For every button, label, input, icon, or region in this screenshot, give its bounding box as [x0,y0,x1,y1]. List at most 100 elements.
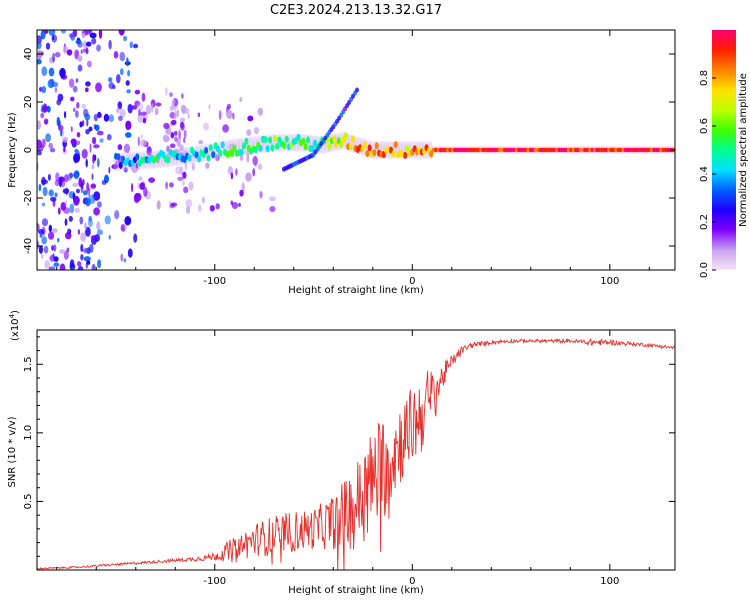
snr-scale-prefix: (x10 [10,318,21,341]
spectrogram-noise-blob [118,115,123,122]
spectrogram-noise-blob [68,215,73,222]
spectrogram-noise-blob [89,32,97,39]
spectrogram-trace-cell [391,150,396,158]
spectrogram-panel: -100 0 100 -40 -20 0 20 40 Height of straight l… [7,29,676,296]
snr-xtick-label: 100 [600,576,619,587]
spectrogram-noise-blob [116,107,120,114]
spectrogram-noise-blob [65,199,68,207]
spectrogram-noise-blob [85,41,92,47]
spectrogram-noise-blob [80,244,84,252]
spectrogram-ytick-label: -40 [23,238,34,254]
spectrogram-trace-cell [367,144,372,152]
spectrogram-noise-blob [76,102,80,109]
spectrogram-trace-cell [303,143,308,151]
spectrogram-noise-blob [177,176,184,181]
spectrogram-noise-blob [77,261,82,267]
spectrogram-ytick-label: 20 [23,96,34,109]
spectrogram-noise-blob [92,154,95,164]
spectrogram-noise-blob [63,146,66,153]
spectrogram-noise-blob [112,84,116,90]
spectrogram-trace-cell [263,136,268,143]
spectrogram-noise-blob [57,93,64,102]
spectrogram-noise-blob [52,35,55,41]
spectrogram-noise-blob [138,176,143,182]
spectrogram-noise-blob [97,158,100,168]
spectrogram-noise-blob [98,113,102,118]
spectrogram-noise-blob [209,205,215,212]
colorbar-strip [712,30,736,270]
colorbar-tick-label: 0.0 [699,262,710,278]
spectrogram-noise-blob [174,130,178,136]
spectrogram-noise-blob [52,52,56,63]
spectrogram-noise-blob [108,39,112,50]
spectrogram-trace-cell [348,143,353,151]
spectrogram-noise-blob [37,150,42,156]
spectrogram-trace-cell [393,141,398,149]
spectrogram-trace-cell [166,156,171,164]
spectrogram-trace-cell [275,142,280,150]
spectrogram-noise-blob [77,64,83,72]
spectrogram-noise-blob [184,162,188,171]
spectrogram-noise-blob [201,196,205,204]
spectrogram-noise-blob [257,107,264,116]
spectrogram-noise-blob [169,143,176,148]
spectrogram-noise-blob [48,30,56,36]
spectrogram-noise-blob [80,49,83,54]
spectrogram-noise-blob [88,218,93,228]
spectrogram-noise-blob [172,99,175,108]
spectrogram-noise-blob [134,89,141,95]
spectrogram-noise-blob [79,216,84,225]
spectrogram-trace-cell [429,150,434,158]
spectrogram-noise-blob [77,151,81,159]
spectrogram-noise-blob [39,86,43,92]
spectrogram-noise-blob [136,102,144,112]
spectrogram-noise-blob [156,200,161,210]
spectrogram-noise-blob [77,55,83,62]
snr-xtick-label: -100 [203,576,226,587]
spectrogram-noise-blob [114,160,120,169]
spectrogram-trace-cell [374,142,379,150]
spectrogram-noise-blob [80,183,84,194]
spectrogram-noise-blob [37,50,42,60]
spectrogram-noise-blob [93,113,98,122]
spectrogram-noise-blob [205,162,210,169]
spectrogram-noise-blob [226,110,233,119]
spectrogram-noise-blob [170,132,175,139]
spectrogram-noise-blob [54,179,60,187]
spectrogram-noise-blob [75,39,82,45]
spectrogram-noise-blob [197,204,202,213]
spectrogram-noise-blob [47,79,55,89]
spectrogram-xtick-label: 100 [600,276,619,287]
spectrogram-noise-blob [43,118,49,125]
spectrogram-noise-blob [119,51,126,62]
spectrogram-trace-cell [258,144,263,152]
spectrogram-trace-cell [272,134,277,142]
spectrogram-noise-blob [59,249,66,254]
spectrogram-noise-blob [91,37,97,45]
spectrogram-noise-blob [83,256,91,262]
spectrogram-noise-blob [80,254,84,261]
spectrogram-noise-blob [96,201,102,208]
spectrogram-ytick-label: -20 [23,190,34,206]
spectrogram-trace-cell [301,137,306,145]
spectrogram-noise-blob [76,132,81,138]
spectrogram-noise-blob [58,207,61,215]
spectrogram-noise-blob [86,119,89,127]
spectrogram-noise-blob [239,189,244,197]
spectrogram-noise-blob [48,224,52,233]
spectrogram-noise-blob [91,263,96,270]
snr-ytick-label: 1.5 [23,356,34,372]
spectrogram-branch-cell [355,87,359,93]
spectrogram-noise-blob [164,128,172,135]
snr-ytick-label: 1.0 [23,425,34,441]
spectrogram-noise-blob [127,248,133,258]
spectrogram-xtick-label: 0 [409,276,415,287]
spectrogram-noise-blob [69,203,75,214]
spectrogram-noise-blob [182,180,185,186]
spectrogram-noise-blob [108,166,111,174]
spectrogram-noise-blob [133,233,138,243]
snr-marks [37,337,675,570]
spectrogram-noise-blob [86,60,92,68]
spectrogram-noise-blob [117,144,123,151]
spectrogram-trace-cell [206,154,211,162]
